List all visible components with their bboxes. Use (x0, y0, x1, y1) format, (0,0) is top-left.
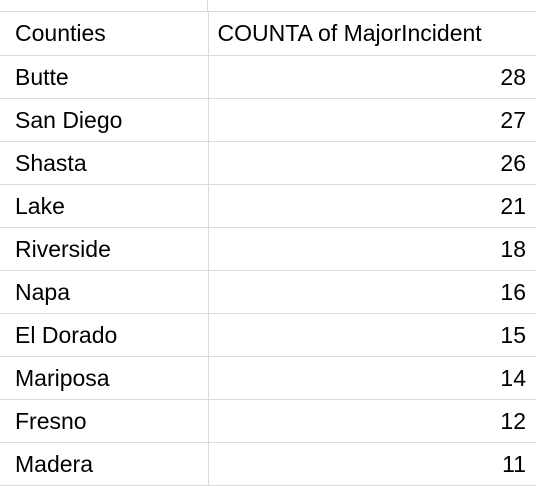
county-cell[interactable]: Riverside (0, 228, 208, 271)
county-cell[interactable]: Shasta (0, 142, 208, 185)
table-row: Butte 28 (0, 56, 536, 99)
table-row: Madera 11 (0, 443, 536, 486)
table-row: Mariposa 14 (0, 357, 536, 400)
count-cell[interactable]: 15 (208, 314, 536, 357)
county-cell[interactable]: Butte (0, 56, 208, 99)
county-cell[interactable]: Fresno (0, 400, 208, 443)
county-cell[interactable]: San Diego (0, 99, 208, 142)
count-cell[interactable]: 26 (208, 142, 536, 185)
count-cell[interactable]: 27 (208, 99, 536, 142)
count-cell[interactable]: 12 (208, 400, 536, 443)
header-cell-counties[interactable]: Counties (0, 12, 208, 56)
table-row: El Dorado 15 (0, 314, 536, 357)
county-cell[interactable]: Lake (0, 185, 208, 228)
table-row: Shasta 26 (0, 142, 536, 185)
header-cell-count[interactable]: COUNTA of MajorIncident (208, 12, 536, 56)
count-cell[interactable]: 21 (208, 185, 536, 228)
count-cell[interactable]: 14 (208, 357, 536, 400)
count-cell[interactable]: 18 (208, 228, 536, 271)
table-row: San Diego 27 (0, 99, 536, 142)
county-cell[interactable]: Madera (0, 443, 208, 486)
county-cell[interactable]: El Dorado (0, 314, 208, 357)
table-row: Lake 21 (0, 185, 536, 228)
table-row: Riverside 18 (0, 228, 536, 271)
county-cell[interactable]: Mariposa (0, 357, 208, 400)
table-row: Fresno 12 (0, 400, 536, 443)
count-cell[interactable]: 11 (208, 443, 536, 486)
county-cell[interactable]: Napa (0, 271, 208, 314)
header-row: Counties COUNTA of MajorIncident (0, 12, 536, 56)
count-cell[interactable]: 28 (208, 56, 536, 99)
previous-row-edge (0, 0, 536, 12)
pivot-table-grid: Counties COUNTA of MajorIncident Butte 2… (0, 12, 536, 486)
table-row: Napa 16 (0, 271, 536, 314)
column-divider (207, 0, 208, 12)
count-cell[interactable]: 16 (208, 271, 536, 314)
